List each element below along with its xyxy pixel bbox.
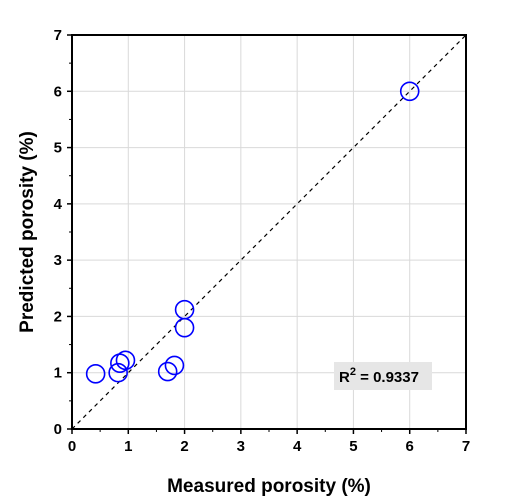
identity-reference-line [71,34,467,430]
x-tick-label: 4 [293,438,302,455]
data-point [85,364,106,384]
r-squared-background [334,362,432,390]
x-tick-label: 7 [462,438,470,455]
x-tick-label: 5 [349,438,357,455]
r-squared-label: R2 = 0.9337 [339,366,419,386]
y-tick-label: 2 [54,308,62,325]
y-axis-title: Predicted porosity (%) [17,131,38,333]
data-point [115,350,136,371]
y-tick-label: 1 [54,365,62,382]
x-axis-title: Measured porosity (%) [167,476,371,497]
y-tick-label: 4 [54,196,63,213]
y-tick-label: 6 [54,83,62,100]
data-point [108,362,128,383]
data-point [174,299,195,320]
x-tick-label: 1 [124,438,132,455]
r-squared-annotation: R2 = 0.9337 [334,362,432,390]
data-point [157,361,178,382]
data-point [399,81,420,102]
x-tick-label: 3 [237,438,245,455]
y-tick-label: 3 [54,252,62,269]
y-tick-label: 5 [54,140,62,157]
y-tick-label: 7 [54,27,62,44]
axis-ticks: 0 1 2 3 4 5 6 7 0 1 2 3 4 5 6 7 [54,27,471,455]
x-tick-label: 2 [180,438,188,455]
data-points [85,81,420,384]
x-tick-label: 6 [406,438,414,455]
y-tick-label: 0 [54,421,62,438]
x-tick-label: 0 [68,438,76,455]
data-point [164,355,185,376]
